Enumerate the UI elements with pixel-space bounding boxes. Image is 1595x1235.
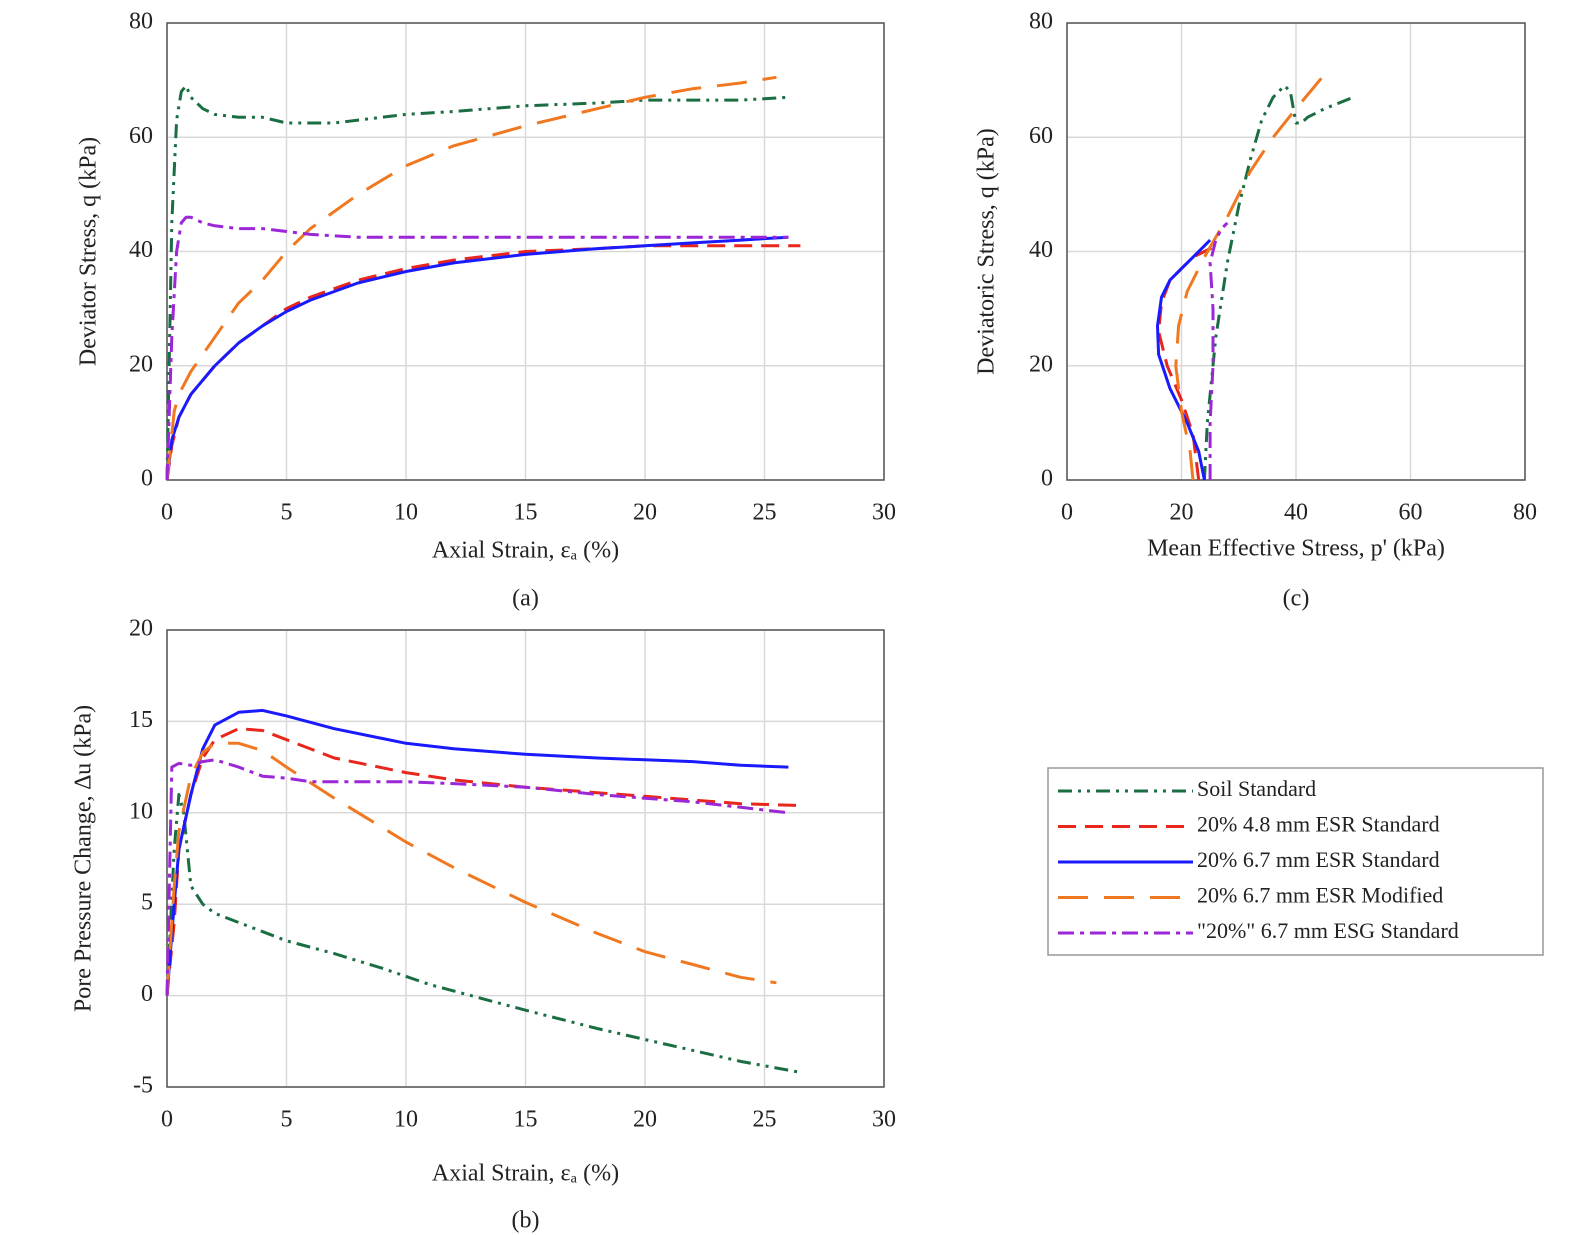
data-line — [165, 215, 789, 481]
data-line — [165, 793, 801, 1074]
x-tick-label: 5 — [281, 500, 293, 526]
y-tick-label: 0 — [141, 981, 153, 1007]
x-tick-label: 20 — [633, 500, 657, 526]
x-tick-label: 25 — [753, 1107, 777, 1133]
x-axis-label: Axial Strain, εₐ (%) — [432, 538, 619, 564]
y-tick-label: 15 — [129, 707, 153, 733]
x-tick-label: 5 — [281, 1107, 293, 1133]
legend-box — [1047, 767, 1544, 956]
data-line — [165, 235, 789, 481]
data-line — [1156, 239, 1212, 481]
plot-frame — [166, 629, 885, 1088]
y-tick-label: 20 — [1029, 351, 1053, 377]
data-line — [1202, 84, 1354, 481]
data-line — [165, 75, 777, 481]
legend-label: Soil Standard — [1197, 776, 1316, 801]
y-tick-label: 20 — [129, 351, 153, 377]
data-line — [165, 727, 801, 996]
x-tick-label: 15 — [514, 1107, 538, 1133]
plot-frame — [166, 22, 885, 481]
y-tick-label: 60 — [1029, 123, 1053, 149]
caption: (a) — [512, 586, 539, 612]
y-tick-label: 40 — [129, 237, 153, 263]
x-tick-label: 10 — [394, 500, 418, 526]
y-tick-label: 10 — [129, 798, 153, 824]
x-axis-label: Mean Effective Stress, p' (kPa) — [1147, 536, 1445, 562]
y-tick-label: -5 — [133, 1073, 153, 1099]
y-tick-label: 60 — [129, 123, 153, 149]
x-tick-label: 30 — [872, 500, 896, 526]
x-tick-label: 40 — [1284, 500, 1308, 526]
y-tick-label: 80 — [1029, 9, 1053, 35]
x-tick-label: 10 — [394, 1107, 418, 1133]
y-tick-label: 0 — [141, 466, 153, 492]
data-line — [165, 244, 801, 481]
x-tick-label: 15 — [514, 500, 538, 526]
y-tick-label: 40 — [1029, 237, 1053, 263]
legend-label: 20% 6.7 mm ESR Modified — [1197, 883, 1443, 908]
y-tick-label: 20 — [129, 616, 153, 642]
x-tick-label: 20 — [1170, 500, 1194, 526]
data-line — [1157, 244, 1217, 481]
x-tick-label: 25 — [753, 500, 777, 526]
data-line — [165, 84, 789, 481]
legend-label: "20%" 6.7 mm ESG Standard — [1197, 918, 1459, 943]
x-axis-label: Axial Strain, εₐ (%) — [432, 1161, 619, 1187]
y-tick-label: 0 — [1041, 466, 1053, 492]
x-tick-label: 0 — [161, 1107, 173, 1133]
y-axis-label: Deviatoric Stress, q (kPa) — [974, 128, 1000, 375]
caption: (c) — [1283, 586, 1310, 612]
x-tick-label: 0 — [161, 500, 173, 526]
y-tick-label: 80 — [129, 9, 153, 35]
x-tick-label: 0 — [1061, 500, 1073, 526]
data-line — [1174, 73, 1326, 481]
legend-label: 20% 6.7 mm ESR Standard — [1197, 847, 1440, 872]
x-tick-label: 80 — [1513, 500, 1537, 526]
y-axis-label: Deviator Stress, q (kPa) — [76, 137, 102, 366]
x-tick-label: 30 — [872, 1107, 896, 1133]
data-line — [1208, 221, 1229, 480]
caption: (b) — [512, 1208, 540, 1234]
data-line — [165, 758, 789, 996]
y-tick-label: 5 — [141, 890, 153, 916]
plot-frame — [1066, 22, 1526, 481]
legend-label: 20% 4.8 mm ESR Standard — [1197, 812, 1440, 837]
x-tick-label: 60 — [1399, 500, 1423, 526]
legend: Soil Standard 20% 4.8 mm ESR Standard 20% … — [1047, 767, 1544, 956]
y-axis-label: Pore Pressure Change, ∆u (kPa) — [71, 705, 97, 1012]
x-tick-label: 20 — [633, 1107, 657, 1133]
data-line — [165, 741, 777, 996]
data-line — [165, 708, 789, 996]
